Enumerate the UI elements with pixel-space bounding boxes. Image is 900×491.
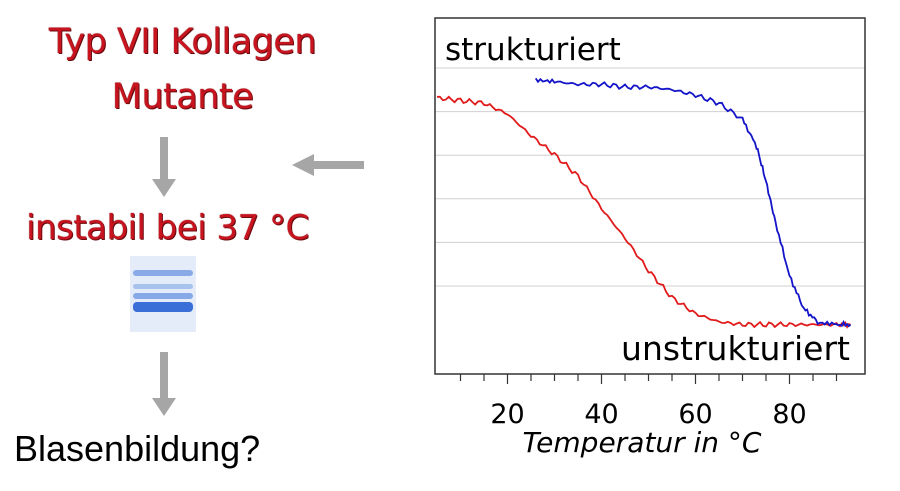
x-tick-label: 80 <box>772 399 806 430</box>
series-layer <box>437 77 852 329</box>
down-arrow-bottom <box>152 352 176 416</box>
annotation-unstrukturiert: unstrukturiert <box>621 329 850 368</box>
grid-lines <box>435 67 865 287</box>
question-label: Blasenbildung? <box>14 428 261 469</box>
annotation-strukturiert: strukturiert <box>445 32 621 68</box>
title-line-1: Typ VII Kollagen <box>48 22 317 62</box>
plot-frame <box>434 17 866 375</box>
title-line-2: Mutante <box>111 77 254 117</box>
series-line-red <box>437 95 851 329</box>
instability-label: instabil bei 37 °C <box>26 208 309 248</box>
left-arrow <box>292 154 364 176</box>
x-axis-label: Temperatur in °C <box>523 426 762 459</box>
series-line-blue <box>534 77 852 328</box>
x-ticks <box>459 374 838 384</box>
x-tick-label: 60 <box>678 399 712 430</box>
gel-image <box>130 256 196 332</box>
x-tick-labels: 20 40 60 80 <box>490 399 806 430</box>
x-tick-label: 20 <box>490 399 524 430</box>
x-tick-label: 40 <box>584 399 618 430</box>
down-arrow-top <box>152 137 176 197</box>
